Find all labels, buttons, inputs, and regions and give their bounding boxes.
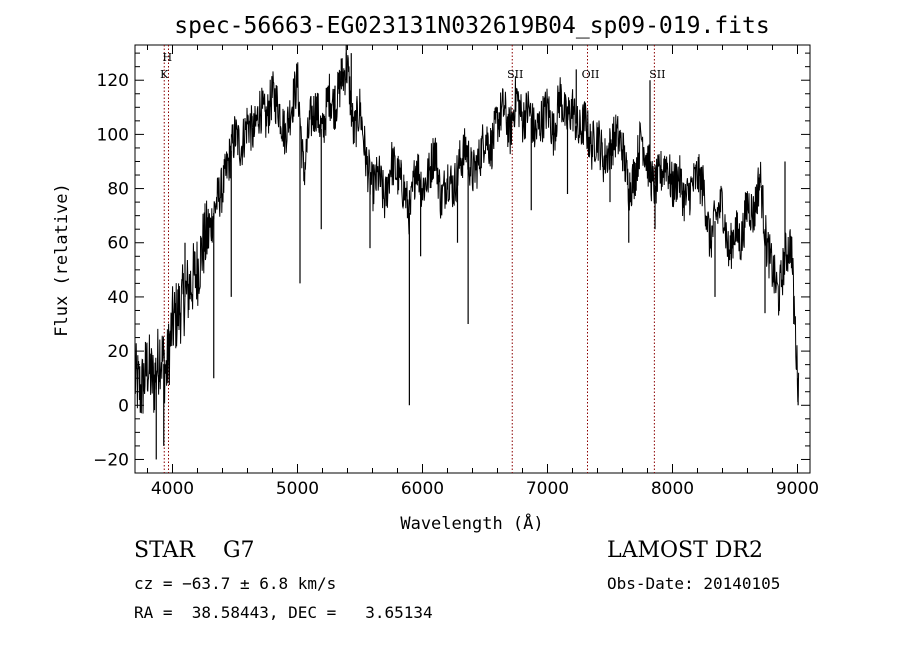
x-tick-label: 9000 [776, 479, 819, 499]
y-axis-ticks: −20 0 20 40 60 80 100 120 [93, 52, 810, 474]
x-tick-label: 4000 [151, 479, 194, 499]
x-tick-label: 8000 [651, 479, 694, 499]
line-marker-label: H [162, 51, 172, 64]
y-tick-label: 120 [97, 71, 129, 91]
x-tick-label: 7000 [526, 479, 569, 499]
line-marker-label: OII [582, 68, 600, 81]
x-tick-label: 5000 [276, 479, 319, 499]
line-marker-label: SII [649, 68, 665, 81]
y-tick-label: 100 [97, 125, 129, 145]
spectral-line-markers: HK SII OII SII [160, 45, 665, 473]
chart-title: spec-56663-EG023131N032619B04_sp09-019.f… [174, 13, 769, 39]
y-tick-label: 20 [107, 342, 129, 362]
x-tick-label: 6000 [401, 479, 444, 499]
object-class: STAR G7 [134, 538, 255, 563]
y-tick-label: 80 [107, 180, 129, 200]
x-axis-ticks: 4000 5000 6000 7000 8000 9000 [147, 45, 819, 499]
y-axis-label: Flux (relative) [52, 183, 72, 337]
spectrum-line [134, 52, 800, 414]
y-tick-label: 60 [107, 234, 129, 254]
survey-name: LAMOST DR2 [607, 538, 763, 563]
observation-date: Obs-Date: 20140105 [607, 574, 781, 593]
x-axis-label: Wavelength (Å) [400, 512, 543, 534]
plot-frame [134, 44, 811, 474]
y-tick-label: 0 [118, 396, 129, 416]
y-tick-label: −20 [93, 450, 129, 470]
redshift-velocity: cz = −63.7 ± 6.8 km/s [134, 574, 337, 593]
line-marker-label: SII [507, 68, 523, 81]
spectrum-series [134, 45, 800, 460]
coordinates: RA = 38.58443, DEC = 3.65134 [134, 603, 433, 622]
line-marker-label: K [160, 68, 169, 81]
y-tick-label: 40 [107, 288, 129, 308]
